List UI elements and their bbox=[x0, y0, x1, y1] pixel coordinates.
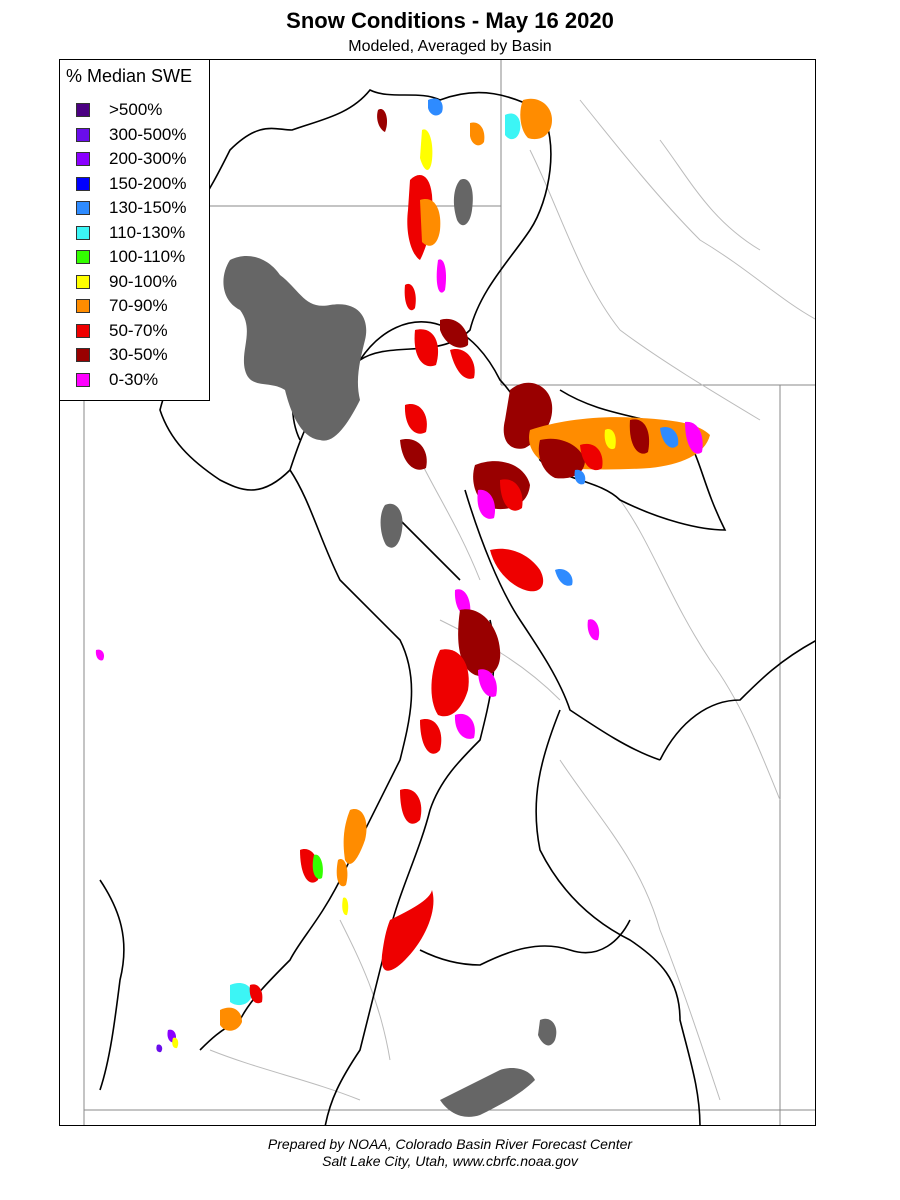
legend-swatch bbox=[76, 152, 90, 167]
legend-list: >500% 300-500% 200-300% 150-200% 130-150% 110… bbox=[76, 98, 187, 392]
basin-map-canvas bbox=[83, 60, 815, 1125]
legend-swatch bbox=[76, 299, 90, 314]
legend-swatch bbox=[76, 323, 90, 338]
lakes bbox=[223, 179, 557, 1117]
legend-item: 70-90% bbox=[76, 294, 187, 319]
legend-label: 100-110% bbox=[109, 247, 186, 267]
legend-item: 200-300% bbox=[76, 147, 187, 172]
legend-swatch bbox=[76, 127, 90, 142]
legend-item: 30-50% bbox=[76, 343, 187, 368]
legend-item: 110-130% bbox=[76, 221, 187, 246]
legend: % Median SWE >500% 300-500% 200-300% 150-20… bbox=[59, 59, 210, 401]
legend-item: >500% bbox=[76, 98, 187, 123]
credits-line-1: Prepared by NOAA, Colorado Basin River F… bbox=[267, 1136, 633, 1152]
legend-item: 150-200% bbox=[76, 172, 187, 197]
credits-line-2: Salt Lake City, Utah, www.cbrfc.noaa.gov bbox=[322, 1153, 578, 1169]
legend-label: >500% bbox=[109, 100, 163, 120]
map-title: Snow Conditions - May 16 2020 bbox=[286, 8, 614, 33]
rivers bbox=[209, 99, 815, 1101]
legend-swatch bbox=[76, 225, 90, 240]
legend-label: 130-150% bbox=[109, 198, 187, 218]
legend-swatch bbox=[76, 176, 90, 191]
legend-swatch bbox=[76, 274, 90, 289]
legend-item: 0-30% bbox=[76, 368, 187, 393]
legend-item: 130-150% bbox=[76, 196, 187, 221]
legend-swatch bbox=[76, 372, 90, 387]
legend-swatch bbox=[76, 250, 90, 265]
legend-label: 300-500% bbox=[109, 124, 187, 144]
legend-label: 0-30% bbox=[109, 369, 159, 389]
legend-label: 70-90% bbox=[109, 296, 168, 316]
legend-item: 300-500% bbox=[76, 123, 187, 148]
legend-label: 90-100% bbox=[109, 271, 178, 291]
legend-swatch bbox=[76, 348, 90, 363]
snow-polygons bbox=[95, 98, 710, 1053]
legend-label: 200-300% bbox=[109, 149, 187, 169]
legend-item: 50-70% bbox=[76, 319, 187, 344]
legend-swatch bbox=[76, 103, 90, 118]
legend-label: 110-130% bbox=[109, 222, 186, 242]
legend-swatch bbox=[76, 201, 90, 216]
credits: Prepared by NOAA, Colorado Basin River F… bbox=[0, 1136, 900, 1170]
legend-item: 100-110% bbox=[76, 245, 187, 270]
legend-title: % Median SWE bbox=[66, 66, 193, 86]
legend-label: 50-70% bbox=[109, 320, 168, 340]
map-subtitle: Modeled, Averaged by Basin bbox=[348, 38, 552, 55]
legend-item: 90-100% bbox=[76, 270, 187, 295]
legend-label: 150-200% bbox=[109, 173, 187, 193]
legend-label: 30-50% bbox=[109, 345, 168, 365]
